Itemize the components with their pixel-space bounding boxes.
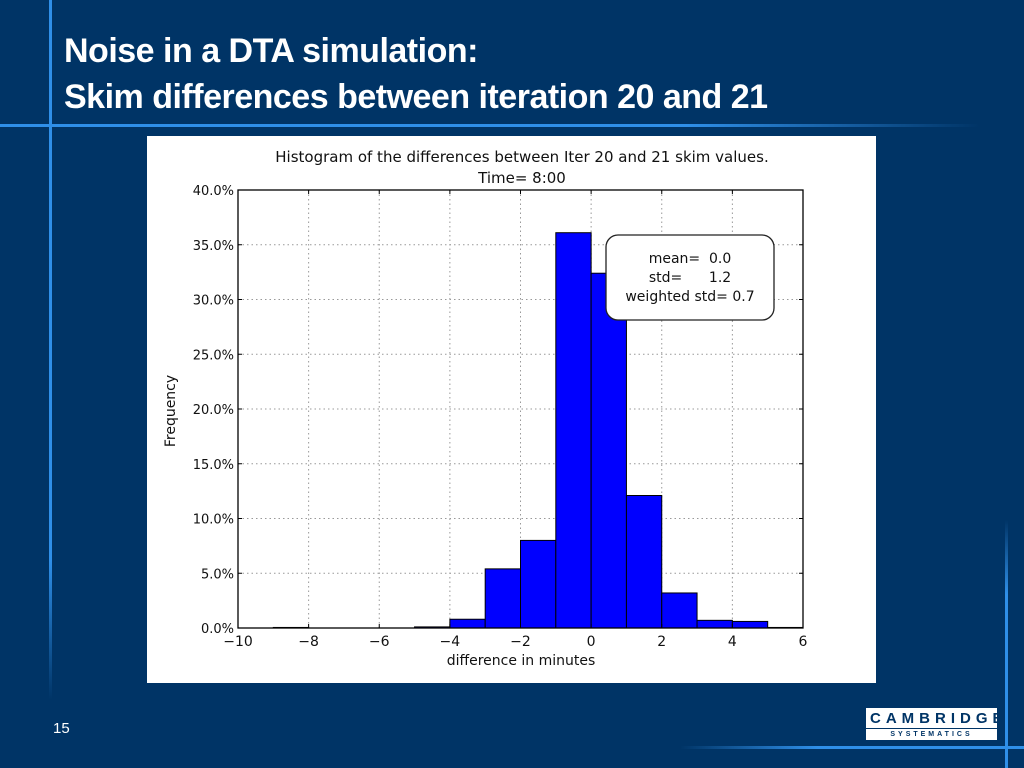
histogram-bar xyxy=(449,618,486,629)
accent-line-left xyxy=(49,0,52,700)
stats-std: std= 1.2 xyxy=(649,270,731,286)
logo-main-text: CAMBRIDGE xyxy=(866,708,1003,728)
histogram-bar xyxy=(555,232,592,629)
y-tick-label: 25.0% xyxy=(193,348,234,363)
slide-title-line1: Noise in a DTA simulation: xyxy=(64,32,478,70)
y-tick-label: 30.0% xyxy=(193,294,234,309)
x-tick-label: 4 xyxy=(728,634,737,650)
x-tick-label: −2 xyxy=(510,634,531,650)
accent-line-bottom xyxy=(680,746,1024,749)
x-tick-label: −8 xyxy=(298,634,319,650)
x-tick-label: 2 xyxy=(657,634,666,650)
histogram-bar xyxy=(484,568,521,629)
stats-weighted-std: weighted std= 0.7 xyxy=(625,289,754,305)
y-tick-label: 15.0% xyxy=(193,458,234,473)
histogram-bar xyxy=(520,539,557,629)
histogram-bar xyxy=(590,272,627,629)
chart-title: Histogram of the differences between Ite… xyxy=(275,148,768,166)
x-tick-label: −4 xyxy=(440,634,461,650)
accent-line-top xyxy=(0,124,980,127)
x-tick-label: 0 xyxy=(587,634,596,650)
histogram-chart: −10 −8 −6 −4 −2 0 2 4 6 0.0% 5.0% 10.0% 15.0% 20.0% 25… xyxy=(147,136,876,683)
x-tick-label: 6 xyxy=(799,634,808,650)
slide-title: Noise in a DTA simulation: Skim differen… xyxy=(64,28,768,120)
y-axis-label: Frequency xyxy=(163,375,179,447)
stats-annotation-box: mean= 0.0 std= 1.2 weighted std= 0.7 xyxy=(605,234,775,321)
cambridge-systematics-logo: CAMBRIDGE SYSTEMATICS xyxy=(866,708,1003,740)
histogram-svg: −10 −8 −6 −4 −2 0 2 4 6 0.0% 5.0% 10.0% 15.0% 20.0% 25… xyxy=(163,148,808,669)
stats-box-frame xyxy=(605,234,775,321)
accent-line-right xyxy=(1005,520,1008,768)
y-tick-label: 0.0% xyxy=(201,622,234,637)
logo-sub-text: SYSTEMATICS xyxy=(866,729,997,740)
y-tick-label: 20.0% xyxy=(193,403,234,418)
x-tick-label: −6 xyxy=(369,634,390,650)
histogram-bar xyxy=(731,620,769,629)
y-tick-label: 35.0% xyxy=(193,239,234,254)
stats-mean: mean= 0.0 xyxy=(649,251,732,267)
chart-subtitle: Time= 8:00 xyxy=(477,169,566,187)
page-number: 15 xyxy=(53,720,70,737)
y-tick-label: 5.0% xyxy=(201,567,234,582)
y-tick-label: 40.0% xyxy=(193,184,234,199)
slide-title-line2: Skim differences between iteration 20 an… xyxy=(64,78,768,116)
histogram-bar xyxy=(661,592,698,629)
x-tick-label: −10 xyxy=(223,634,253,650)
x-axis-label: difference in minutes xyxy=(447,653,596,669)
y-tick-label: 10.0% xyxy=(193,513,234,528)
histogram-bar xyxy=(696,619,733,629)
histogram-bar xyxy=(625,495,663,629)
